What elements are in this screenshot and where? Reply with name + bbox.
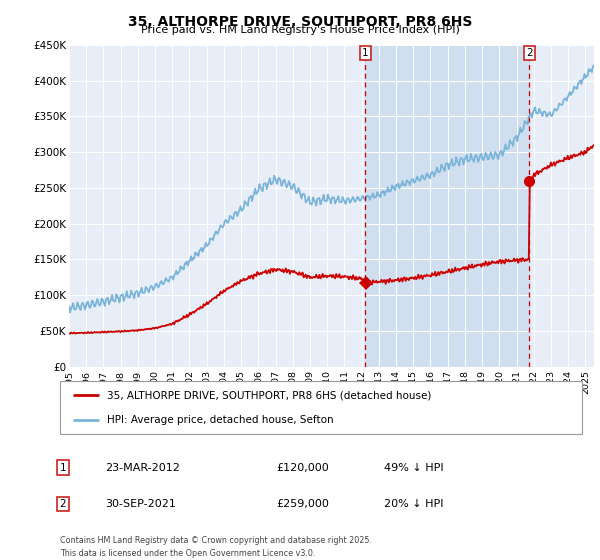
Text: 35, ALTHORPE DRIVE, SOUTHPORT, PR8 6HS (detached house): 35, ALTHORPE DRIVE, SOUTHPORT, PR8 6HS (… <box>107 390 431 400</box>
Text: This data is licensed under the Open Government Licence v3.0.: This data is licensed under the Open Gov… <box>60 549 316 558</box>
Text: HPI: Average price, detached house, Sefton: HPI: Average price, detached house, Seft… <box>107 414 334 424</box>
Text: 2: 2 <box>526 48 533 58</box>
Text: 1: 1 <box>59 463 67 473</box>
Text: £259,000: £259,000 <box>276 499 329 509</box>
Text: 2: 2 <box>59 499 67 509</box>
Text: Contains HM Land Registry data © Crown copyright and database right 2025.: Contains HM Land Registry data © Crown c… <box>60 536 372 545</box>
Text: 49% ↓ HPI: 49% ↓ HPI <box>384 463 443 473</box>
Text: 35, ALTHORPE DRIVE, SOUTHPORT, PR8 6HS: 35, ALTHORPE DRIVE, SOUTHPORT, PR8 6HS <box>128 15 472 29</box>
FancyBboxPatch shape <box>60 381 582 434</box>
Text: 1: 1 <box>362 48 369 58</box>
Text: £120,000: £120,000 <box>276 463 329 473</box>
Text: 30-SEP-2021: 30-SEP-2021 <box>105 499 176 509</box>
Text: 20% ↓ HPI: 20% ↓ HPI <box>384 499 443 509</box>
Bar <box>365 45 529 367</box>
Text: 23-MAR-2012: 23-MAR-2012 <box>105 463 180 473</box>
Text: Price paid vs. HM Land Registry's House Price Index (HPI): Price paid vs. HM Land Registry's House … <box>140 25 460 35</box>
